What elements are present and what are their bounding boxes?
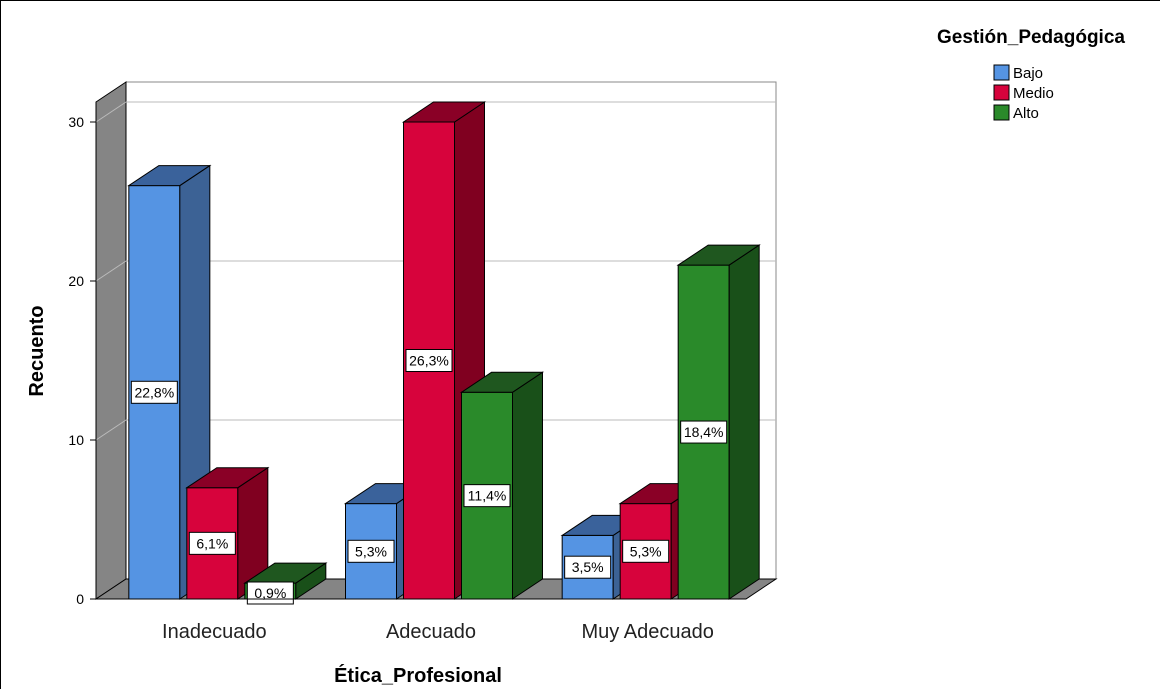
- y-tick-label: 0: [76, 591, 84, 607]
- data-label: 26,3%: [409, 353, 449, 369]
- legend-label-alto: Alto: [1013, 105, 1039, 122]
- legend: Gestión_Pedagógica Bajo Medio Alto: [937, 27, 1125, 122]
- data-label-box: [405, 349, 453, 372]
- data-label: 22,8%: [134, 384, 174, 400]
- x-tick-label: Inadecuado: [162, 621, 267, 643]
- data-label: 11,4%: [468, 488, 507, 504]
- data-label-box: [130, 380, 178, 404]
- legend-label-bajo: Bajo: [1013, 65, 1043, 82]
- x-axis-label: Ética_Profesional: [334, 664, 502, 687]
- bar-top-medio-1: [401, 101, 487, 123]
- bar-side-alto-1: [512, 371, 543, 600]
- bar-top-alto-1: [459, 371, 545, 393]
- left-wall: [95, 81, 127, 600]
- legend-label-medio: Medio: [1013, 85, 1054, 102]
- y-tick-label: 10: [68, 432, 84, 448]
- data-label-box: [622, 539, 670, 563]
- bar-top-bajo-0: [127, 165, 212, 187]
- gridline-diag: [95, 260, 127, 282]
- bar-top-alto-2: [676, 244, 761, 266]
- data-label: 0,9%: [254, 585, 286, 601]
- data-label-box: [463, 484, 511, 508]
- legend-swatch-alto: [993, 104, 1010, 121]
- data-label: 5,3%: [630, 543, 662, 559]
- data-label: 3,5%: [572, 559, 604, 575]
- data-label-box: [188, 531, 236, 555]
- legend-title: Gestión_Pedagógica: [937, 27, 1125, 48]
- x-tick-label: Muy Adecuado: [582, 621, 714, 643]
- data-label-box: [680, 420, 728, 444]
- y-tick-label: 20: [68, 273, 84, 289]
- legend-swatch-bajo: [993, 64, 1010, 81]
- data-label: 5,3%: [355, 543, 387, 559]
- gridline-diag: [95, 101, 127, 123]
- y-axis-label: Recuento: [26, 305, 48, 396]
- bar-top-medio-0: [185, 467, 270, 489]
- data-label: 6,1%: [196, 535, 228, 551]
- data-label: 18,4%: [684, 424, 724, 440]
- legend-swatch-medio: [993, 84, 1010, 101]
- bar-side-alto-2: [728, 244, 760, 600]
- y-tick-label: 30: [68, 114, 84, 130]
- data-label-box: [347, 539, 395, 563]
- gridline-diag: [95, 419, 127, 441]
- x-tick-label: Adecuado: [386, 621, 476, 643]
- data-label-box: [564, 555, 612, 579]
